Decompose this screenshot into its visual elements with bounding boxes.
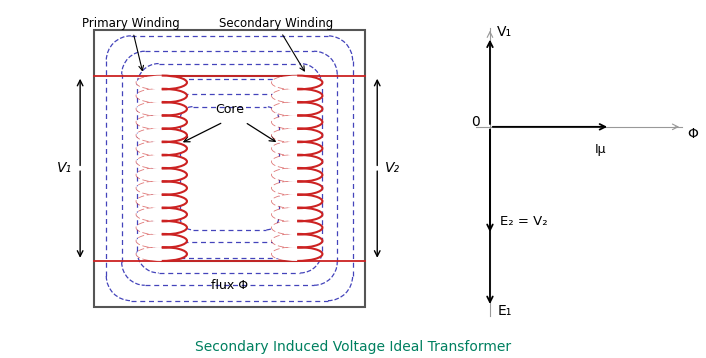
Text: Φ: Φ bbox=[687, 127, 698, 141]
Ellipse shape bbox=[272, 76, 323, 90]
Text: 0: 0 bbox=[472, 115, 480, 129]
Ellipse shape bbox=[136, 221, 187, 234]
Bar bbox=[162, 76, 297, 261]
Ellipse shape bbox=[272, 221, 323, 234]
Text: E₂ = V₂: E₂ = V₂ bbox=[500, 215, 547, 228]
Ellipse shape bbox=[272, 181, 323, 195]
Ellipse shape bbox=[272, 168, 323, 182]
Ellipse shape bbox=[136, 76, 187, 90]
Ellipse shape bbox=[272, 234, 323, 248]
Ellipse shape bbox=[272, 208, 323, 221]
Ellipse shape bbox=[272, 115, 323, 129]
Text: Core: Core bbox=[215, 103, 244, 116]
Ellipse shape bbox=[272, 89, 323, 103]
Text: V₁: V₁ bbox=[57, 161, 73, 175]
Text: Secondary Induced Voltage Ideal Transformer: Secondary Induced Voltage Ideal Transfor… bbox=[195, 340, 511, 354]
Ellipse shape bbox=[272, 129, 323, 142]
Ellipse shape bbox=[272, 155, 323, 169]
Text: E₁: E₁ bbox=[497, 304, 512, 318]
Ellipse shape bbox=[136, 155, 187, 169]
Text: Iμ: Iμ bbox=[594, 142, 606, 156]
Ellipse shape bbox=[136, 194, 187, 208]
Ellipse shape bbox=[136, 141, 187, 155]
Text: V₂: V₂ bbox=[385, 161, 400, 175]
Text: V₁: V₁ bbox=[497, 25, 513, 39]
Ellipse shape bbox=[272, 194, 323, 208]
Ellipse shape bbox=[272, 141, 323, 155]
Text: Primary Winding: Primary Winding bbox=[82, 17, 180, 71]
Ellipse shape bbox=[136, 247, 187, 261]
Ellipse shape bbox=[136, 208, 187, 221]
Ellipse shape bbox=[136, 129, 187, 142]
Ellipse shape bbox=[136, 168, 187, 182]
Ellipse shape bbox=[136, 115, 187, 129]
Ellipse shape bbox=[136, 181, 187, 195]
Text: flux Φ: flux Φ bbox=[211, 279, 248, 292]
Bar bbox=[94, 30, 365, 307]
Ellipse shape bbox=[136, 102, 187, 116]
Ellipse shape bbox=[136, 234, 187, 248]
Text: Secondary Winding: Secondary Winding bbox=[219, 17, 333, 71]
Ellipse shape bbox=[136, 89, 187, 103]
Ellipse shape bbox=[272, 102, 323, 116]
Ellipse shape bbox=[272, 247, 323, 261]
